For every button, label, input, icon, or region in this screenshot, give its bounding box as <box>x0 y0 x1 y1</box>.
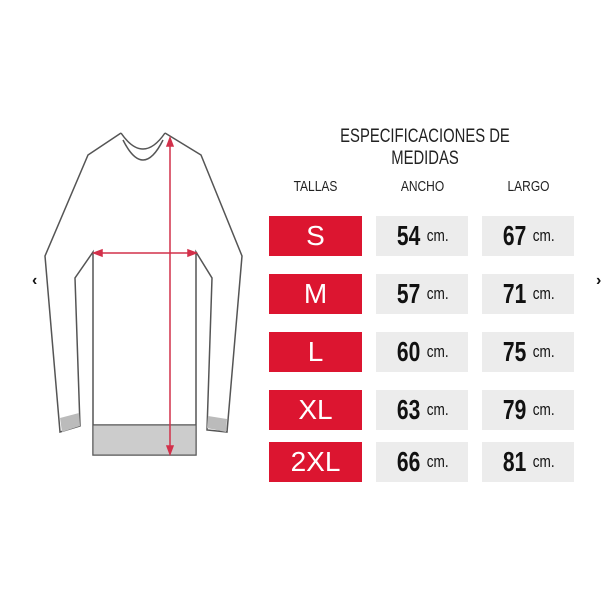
ancho-cell: 63 cm. <box>376 390 468 430</box>
largo-value: 67 <box>502 220 526 251</box>
size-cell: M <box>269 274 362 314</box>
unit: cm. <box>426 284 449 303</box>
largo-cell: 67 cm. <box>482 216 574 256</box>
ancho-value: 63 <box>396 394 420 425</box>
header-ancho: ANCHO <box>400 178 445 195</box>
unit: cm. <box>532 284 555 303</box>
chart-title: ESPECIFICACIONES DE MEDIDAS <box>340 126 510 169</box>
unit: cm. <box>532 226 555 245</box>
size-cell: S <box>269 216 362 256</box>
largo-cell: 71 cm. <box>482 274 574 314</box>
ancho-value: 66 <box>396 446 420 477</box>
unit: cm. <box>426 452 449 471</box>
ancho-value: 54 <box>396 220 420 251</box>
unit: cm. <box>426 342 449 361</box>
next-image-button[interactable]: › <box>596 272 602 289</box>
unit: cm. <box>532 400 555 419</box>
size-cell: L <box>269 332 362 372</box>
size-cell: 2XL <box>269 442 362 482</box>
ancho-cell: 57 cm. <box>376 274 468 314</box>
ancho-cell: 66 cm. <box>376 442 468 482</box>
size-cell: XL <box>269 390 362 430</box>
unit: cm. <box>532 342 555 361</box>
prev-image-button[interactable]: ‹ <box>32 272 38 289</box>
ancho-value: 60 <box>396 336 420 367</box>
header-tallas: TALLAS <box>293 178 338 195</box>
largo-cell: 81 cm. <box>482 442 574 482</box>
ancho-value: 57 <box>396 278 420 309</box>
largo-value: 75 <box>502 336 526 367</box>
largo-value: 71 <box>502 278 526 309</box>
largo-cell: 79 cm. <box>482 390 574 430</box>
largo-cell: 75 cm. <box>482 332 574 372</box>
largo-value: 79 <box>502 394 526 425</box>
ancho-cell: 54 cm. <box>376 216 468 256</box>
header-largo: LARGO <box>507 178 550 195</box>
unit: cm. <box>532 452 555 471</box>
unit: cm. <box>426 400 449 419</box>
measure-arrows <box>91 135 199 457</box>
largo-value: 81 <box>502 446 526 477</box>
ancho-cell: 60 cm. <box>376 332 468 372</box>
unit: cm. <box>426 226 449 245</box>
sweater-diagram <box>44 132 243 457</box>
